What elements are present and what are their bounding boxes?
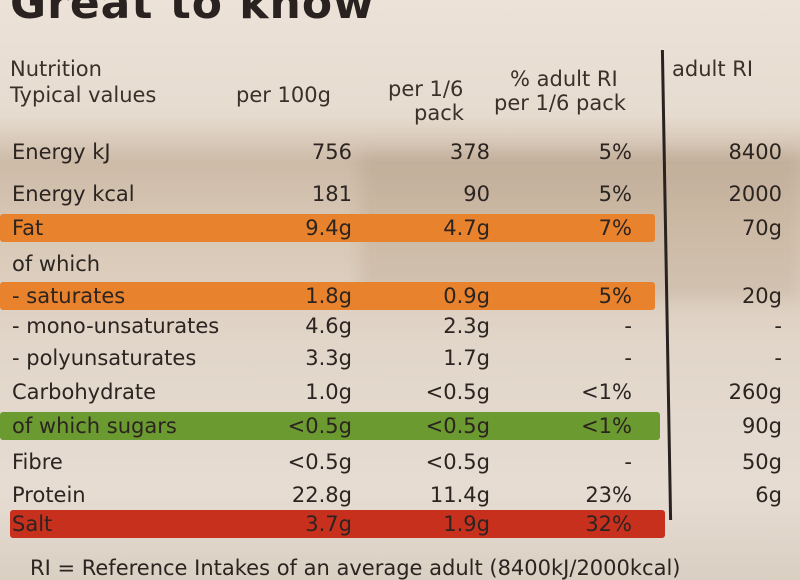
cell-pct: 32% xyxy=(585,512,632,536)
nutrition-row: of which xyxy=(0,252,800,282)
cell-label: Protein xyxy=(12,483,86,507)
cell-label: Carbohydrate xyxy=(12,380,157,404)
cell-pack: <0.5g xyxy=(425,414,490,438)
cell-pct: - xyxy=(624,450,632,474)
cell-pack: 4.7g xyxy=(443,216,490,240)
cell-pack: 0.9g xyxy=(443,284,490,308)
cell-pct: 23% xyxy=(585,483,632,507)
header-adult-ri: adult RI xyxy=(672,57,754,81)
cell-pct: - xyxy=(624,346,632,370)
cell-pack: 378 xyxy=(449,140,490,164)
traffic-light-band xyxy=(10,510,665,538)
cell-per100: 4.6g xyxy=(305,314,352,338)
header-pct-1: % adult RI xyxy=(510,67,618,91)
cell-per100: 1.0g xyxy=(305,380,352,404)
cell-per100: 22.8g xyxy=(291,483,352,507)
cell-label: of which sugars xyxy=(12,414,177,438)
traffic-light-band xyxy=(0,214,655,242)
cell-pct: 5% xyxy=(598,140,632,164)
cell-per100: <0.5g xyxy=(287,450,352,474)
cell-label: - mono-unsaturates xyxy=(12,314,220,338)
cell-label: Energy kcal xyxy=(12,182,135,206)
cell-pack: 1.7g xyxy=(443,346,490,370)
cell-label: Fat xyxy=(12,216,44,240)
cell-pct: 5% xyxy=(598,182,632,206)
header-typical: Typical values xyxy=(10,83,157,107)
header-pack-1: per 1/6 xyxy=(388,77,464,101)
cell-label: - saturates xyxy=(12,284,126,308)
nutrition-row: - polyunsaturates 3.3g 1.7g - - xyxy=(0,346,800,376)
cell-pack: <0.5g xyxy=(425,380,490,404)
nutrition-row: - saturates 1.8g 0.9g 5% 20g xyxy=(0,284,800,314)
nutrition-row: Energy kJ 756 378 5% 8400 xyxy=(0,140,800,170)
nutrition-row: Fibre <0.5g <0.5g - 50g xyxy=(0,450,800,480)
nutrition-row: of which sugars <0.5g <0.5g <1% 90g xyxy=(0,414,800,444)
cell-ri: 90g xyxy=(741,414,782,438)
cell-label: Fibre xyxy=(12,450,63,474)
cell-per100: 3.7g xyxy=(305,512,352,536)
cell-pack: 90 xyxy=(463,182,490,206)
header-pack-2: pack xyxy=(414,101,464,125)
nutrition-row: Energy kcal 181 90 5% 2000 xyxy=(0,182,800,212)
cell-pct: 5% xyxy=(598,284,632,308)
cell-per100: 3.3g xyxy=(305,346,352,370)
cell-ri: - xyxy=(774,346,782,370)
cell-ri: 70g xyxy=(741,216,782,240)
cell-pack: <0.5g xyxy=(425,450,490,474)
cell-pct: 7% xyxy=(598,216,632,240)
footnote: RI = Reference Intakes of an average adu… xyxy=(30,556,681,580)
cell-per100: 756 xyxy=(311,140,352,164)
cell-ri: 50g xyxy=(741,450,782,474)
cell-label: of which xyxy=(12,252,101,276)
nutrition-row: Protein 22.8g 11.4g 23% 6g xyxy=(0,483,800,513)
section-title: Great to know xyxy=(10,0,375,29)
cell-ri: - xyxy=(774,314,782,338)
cell-pct: <1% xyxy=(581,414,632,438)
traffic-light-band xyxy=(0,282,655,310)
cell-pct: <1% xyxy=(581,380,632,404)
cell-label: Salt xyxy=(12,512,53,536)
nutrition-row: Carbohydrate 1.0g <0.5g <1% 260g xyxy=(0,380,800,410)
cell-pack: 2.3g xyxy=(443,314,490,338)
cell-per100: 1.8g xyxy=(305,284,352,308)
header-pct-2: per 1/6 pack xyxy=(494,91,626,115)
cell-ri: 6g xyxy=(755,483,782,507)
cell-ri: 2000 xyxy=(728,182,782,206)
cell-per100: <0.5g xyxy=(287,414,352,438)
cell-ri: 260g xyxy=(728,380,782,404)
nutrition-row: Salt 3.7g 1.9g 32% xyxy=(0,512,800,542)
cell-pack: 1.9g xyxy=(443,512,490,536)
header-nutrition: Nutrition xyxy=(10,57,102,81)
cell-ri: 20g xyxy=(741,284,782,308)
cell-pct: - xyxy=(624,314,632,338)
header-per100: per 100g xyxy=(236,83,331,107)
cell-per100: 9.4g xyxy=(305,216,352,240)
traffic-light-band xyxy=(0,412,660,440)
nutrition-row: - mono-unsaturates 4.6g 2.3g - - xyxy=(0,314,800,344)
cell-per100: 181 xyxy=(311,182,352,206)
cell-label: - polyunsaturates xyxy=(12,346,197,370)
cell-ri: 8400 xyxy=(728,140,782,164)
cell-pack: 11.4g xyxy=(429,483,490,507)
nutrition-row: Fat 9.4g 4.7g 7% 70g xyxy=(0,216,800,246)
cell-label: Energy kJ xyxy=(12,140,111,164)
